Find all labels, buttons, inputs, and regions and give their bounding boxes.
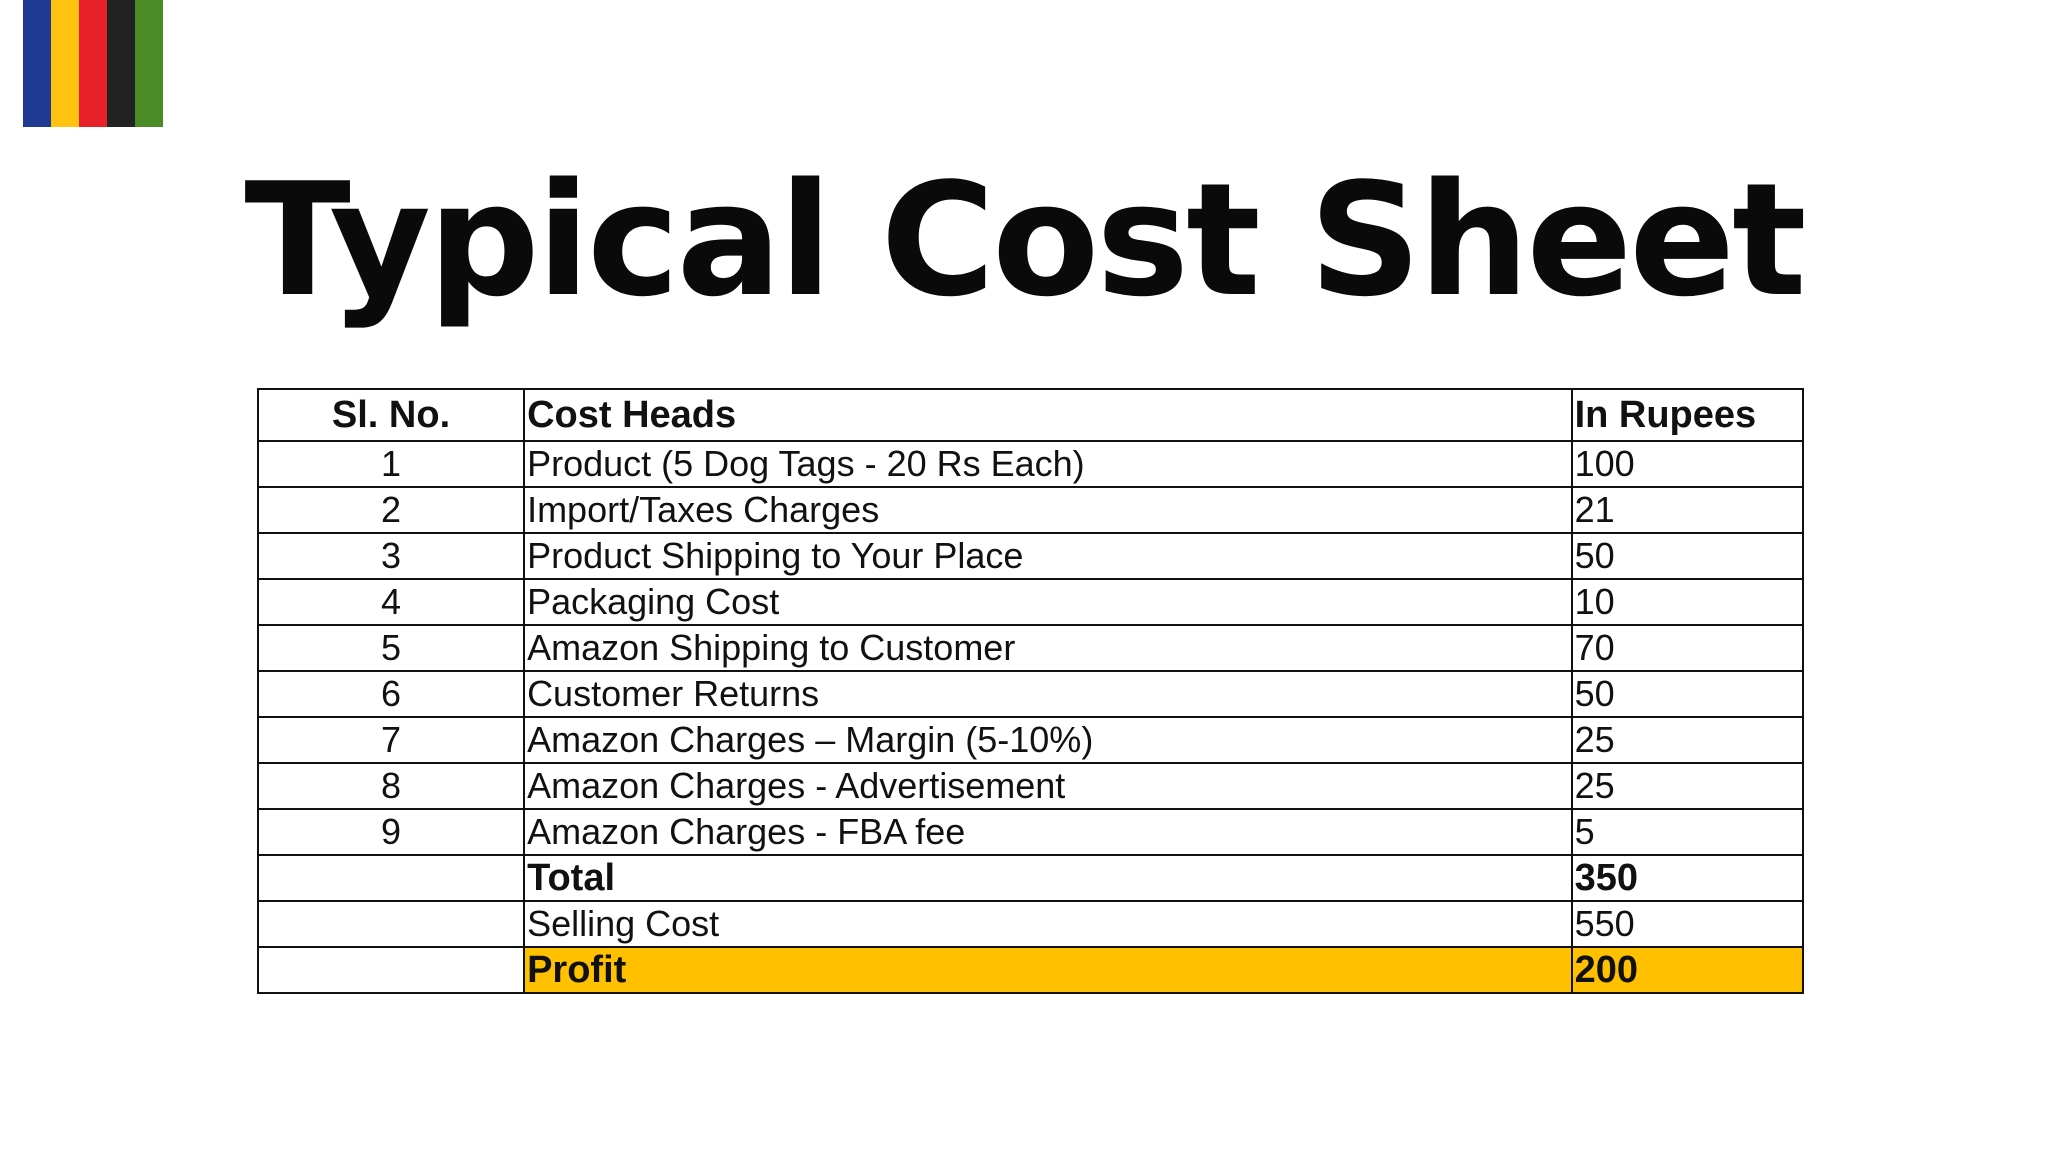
table-row: 3 Product Shipping to Your Place 50 bbox=[256, 532, 1805, 580]
row-cost-head: Amazon Charges – Margin (5-10%) bbox=[523, 716, 1573, 764]
table-row: 2 Import/Taxes Charges 21 bbox=[256, 486, 1805, 534]
row-sl-no: 3 bbox=[256, 532, 526, 580]
row-value: 70 bbox=[1570, 624, 1805, 672]
total-row-empty-cell bbox=[256, 854, 526, 902]
logo-stripes bbox=[23, 0, 163, 127]
row-sl-no: 2 bbox=[256, 486, 526, 534]
logo-stripe-black bbox=[107, 0, 135, 127]
row-value: 50 bbox=[1570, 670, 1805, 718]
total-label: Total bbox=[523, 854, 1573, 902]
table-row: 1 Product (5 Dog Tags - 20 Rs Each) 100 bbox=[256, 440, 1805, 488]
row-sl-no: 1 bbox=[256, 440, 526, 488]
total-value: 350 bbox=[1570, 854, 1805, 902]
profit-label: Profit bbox=[523, 946, 1573, 994]
row-cost-head: Packaging Cost bbox=[523, 578, 1573, 626]
selling-cost-label: Selling Cost bbox=[523, 900, 1573, 948]
logo-stripe-yellow bbox=[51, 0, 79, 127]
table-row: 9 Amazon Charges - FBA fee 5 bbox=[256, 808, 1805, 856]
profit-empty-cell bbox=[256, 946, 526, 994]
row-sl-no: 4 bbox=[256, 578, 526, 626]
logo-stripe-blue bbox=[23, 0, 51, 127]
logo-stripe-red bbox=[79, 0, 107, 127]
row-cost-head: Amazon Shipping to Customer bbox=[523, 624, 1573, 672]
row-value: 50 bbox=[1570, 532, 1805, 580]
row-value: 21 bbox=[1570, 486, 1805, 534]
cost-sheet-table: Sl. No. Cost Heads In Rupees 1 Product (… bbox=[256, 388, 1805, 994]
row-cost-head: Product (5 Dog Tags - 20 Rs Each) bbox=[523, 440, 1573, 488]
row-cost-head: Amazon Charges - Advertisement bbox=[523, 762, 1573, 810]
page-title: Typical Cost Sheet bbox=[244, 149, 1806, 331]
row-cost-head: Import/Taxes Charges bbox=[523, 486, 1573, 534]
table-row: 4 Packaging Cost 10 bbox=[256, 578, 1805, 626]
row-cost-head: Amazon Charges - FBA fee bbox=[523, 808, 1573, 856]
row-value: 5 bbox=[1570, 808, 1805, 856]
row-sl-no: 9 bbox=[256, 808, 526, 856]
header-cost-heads: Cost Heads bbox=[523, 388, 1573, 442]
row-value: 10 bbox=[1570, 578, 1805, 626]
profit-value: 200 bbox=[1570, 946, 1805, 994]
table-header-row: Sl. No. Cost Heads In Rupees bbox=[256, 388, 1805, 442]
row-cost-head: Product Shipping to Your Place bbox=[523, 532, 1573, 580]
table-row: 8 Amazon Charges - Advertisement 25 bbox=[256, 762, 1805, 810]
selling-cost-row: Selling Cost 550 bbox=[256, 900, 1805, 948]
table-row: 7 Amazon Charges – Margin (5-10%) 25 bbox=[256, 716, 1805, 764]
row-value: 25 bbox=[1570, 762, 1805, 810]
row-value: 25 bbox=[1570, 716, 1805, 764]
row-sl-no: 5 bbox=[256, 624, 526, 672]
row-cost-head: Customer Returns bbox=[523, 670, 1573, 718]
row-sl-no: 8 bbox=[256, 762, 526, 810]
selling-cost-empty-cell bbox=[256, 900, 526, 948]
profit-row: Profit 200 bbox=[256, 946, 1805, 994]
row-sl-no: 6 bbox=[256, 670, 526, 718]
row-sl-no: 7 bbox=[256, 716, 526, 764]
logo-stripe-green bbox=[135, 0, 163, 127]
header-in-rupees: In Rupees bbox=[1570, 388, 1805, 442]
table-row: 6 Customer Returns 50 bbox=[256, 670, 1805, 718]
table-row: 5 Amazon Shipping to Customer 70 bbox=[256, 624, 1805, 672]
selling-cost-value: 550 bbox=[1570, 900, 1805, 948]
row-value: 100 bbox=[1570, 440, 1805, 488]
total-row: Total 350 bbox=[256, 854, 1805, 902]
header-sl-no: Sl. No. bbox=[256, 388, 526, 442]
